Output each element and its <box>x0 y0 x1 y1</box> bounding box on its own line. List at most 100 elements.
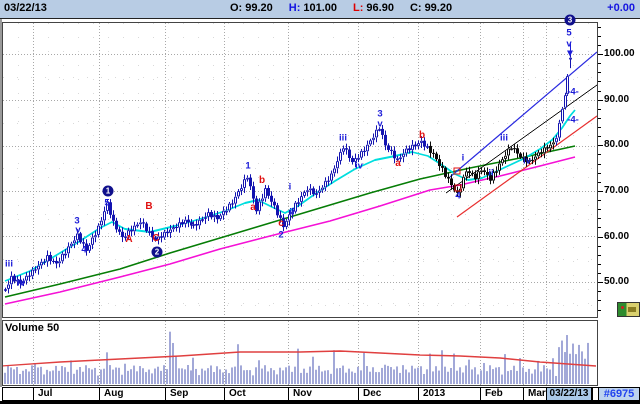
wave-label-blue-4: 4 <box>81 244 87 256</box>
wave-label-blue-3: 3 <box>377 108 383 120</box>
month-cell-Feb: Feb <box>480 387 527 401</box>
price-tick <box>598 282 603 284</box>
price-tick <box>598 190 603 192</box>
price-label-50: 50.00 <box>604 276 630 288</box>
price-tick <box>598 273 601 275</box>
month-cell-Nov: Nov <box>288 387 362 401</box>
month-cell-Sep: Sep <box>165 387 228 401</box>
month-cell-Oct: Oct <box>224 387 292 401</box>
experts-red-dot-icon <box>621 306 624 309</box>
wave-label-circled-3: 3 <box>564 14 576 26</box>
price-tick <box>598 72 601 74</box>
price-label-100: 100.00 <box>604 48 635 59</box>
wave-label-blue-v: v <box>566 38 572 50</box>
wave-label-blue--4-: -4- <box>567 114 579 126</box>
wave-label-blue-iii: iii <box>5 258 13 270</box>
price-tick <box>598 108 601 110</box>
price-tick <box>598 136 601 138</box>
window-left-edge <box>0 0 2 401</box>
price-tick <box>598 81 601 83</box>
wave-label-red-a: a <box>395 158 401 169</box>
current-date-cell: 03/22/13 <box>546 387 592 401</box>
wave-label-circled-1: 1 <box>102 185 114 197</box>
volume-chart-canvas[interactable] <box>2 320 598 386</box>
quote-item-L: L: 96.90 <box>353 2 394 14</box>
price-tick <box>598 145 603 147</box>
wave-label-red-B: B <box>145 201 153 212</box>
price-tick <box>598 254 601 256</box>
price-tick <box>598 263 601 265</box>
wave-label-blue-i: i <box>288 181 292 193</box>
quote-item-O: O: 99.20 <box>230 2 273 14</box>
wave-label-blue-4: 4 <box>455 190 461 202</box>
wave-label-blue-v: v <box>75 224 81 236</box>
price-tick <box>598 99 603 101</box>
wave-label-red-c: c <box>278 218 284 229</box>
arrow-down-icon <box>567 43 573 60</box>
price-tick <box>598 127 601 128</box>
price-label-80: 80.00 <box>604 139 630 151</box>
price-tick <box>598 291 601 293</box>
wave-label-red-b: b <box>418 130 426 141</box>
wave-label-circled-2: 2 <box>151 246 163 258</box>
wave-label-red-a: a <box>250 202 256 213</box>
price-tick <box>598 172 601 174</box>
experts-ducks-icon <box>628 307 636 312</box>
price-tick <box>598 63 601 65</box>
wave-label-red-b: b <box>258 175 266 186</box>
wave-label-blue-iv: iv <box>355 160 363 172</box>
wave-label-blue-5: 5 <box>566 27 572 39</box>
price-axis[interactable]: 100.00 90.00 80.00 70.00 60.00 50.00 <box>598 19 640 386</box>
wave-label-blue-3: 3 <box>74 215 80 227</box>
red-square-marker <box>454 184 462 192</box>
price-tick <box>598 44 601 46</box>
ohlc-quote-group: O: 99.20 H: 101.00 L: 96.90 C: 99.20 <box>230 2 452 14</box>
price-tick <box>598 200 601 202</box>
price-tick <box>598 181 601 183</box>
price-chart-canvas[interactable] <box>2 19 598 319</box>
time-axis-strip: Jul Aug Sep Oct Nov Dec 2013 Feb Mar 03/22/13 <box>0 387 640 401</box>
wave-label-blue-2: 2 <box>278 229 284 241</box>
price-tick <box>598 209 601 211</box>
price-label-60: 60.00 <box>604 230 630 242</box>
wave-label-red-A: A <box>125 234 133 245</box>
price-tick <box>598 236 603 238</box>
price-tick <box>598 300 601 302</box>
price-tick <box>598 117 601 119</box>
wave-label-blue-5: 5 <box>104 197 110 209</box>
price-tick <box>598 90 601 92</box>
price-tick <box>598 245 601 247</box>
price-label-70: 70.00 <box>604 184 630 196</box>
wave-label-blue-iv: iv <box>523 155 531 167</box>
window-bottom-border <box>0 401 640 404</box>
wave-label-blue-iii: iii <box>339 132 347 144</box>
wave-label-blue-iv: iv <box>17 277 25 289</box>
month-cell-blank <box>2 387 37 401</box>
price-tick <box>598 309 601 311</box>
wave-label-blue--4-: -4- <box>567 86 579 98</box>
wave-label-blue-ii: ii <box>488 167 494 179</box>
month-cell-Dec: Dec <box>358 387 422 401</box>
price-tick <box>598 218 601 220</box>
volume-panel-label: Volume 50 <box>5 322 60 334</box>
price-tick <box>598 26 601 28</box>
xtl-experts-button[interactable] <box>617 302 640 317</box>
quote-header-bar: 03/22/13 O: 99.20 H: 101.00 L: 96.90 C: 99.20 +… <box>0 0 640 19</box>
bar-number-badge: #6975 <box>598 387 640 401</box>
month-cell-Aug: Aug <box>99 387 169 401</box>
wave-label-blue-v: v <box>377 118 383 130</box>
quote-item-C: C: 99.20 <box>409 2 453 14</box>
month-cell-Jul: Jul <box>33 387 103 401</box>
price-tick <box>598 227 601 229</box>
price-tick <box>598 54 603 55</box>
red-square-marker <box>453 167 461 175</box>
price-tick <box>598 154 601 156</box>
wave-label-blue-1: 1 <box>245 160 251 172</box>
price-label-90: 90.00 <box>604 93 630 105</box>
wave-label-red-C: C <box>152 233 160 244</box>
price-tick <box>598 35 601 37</box>
quote-item-H: H: 101.00 <box>288 2 338 14</box>
wave-label-blue-iii: iii <box>500 132 508 144</box>
header-date: 03/22/13 <box>4 2 47 14</box>
month-cell-2013: 2013 <box>418 387 484 401</box>
